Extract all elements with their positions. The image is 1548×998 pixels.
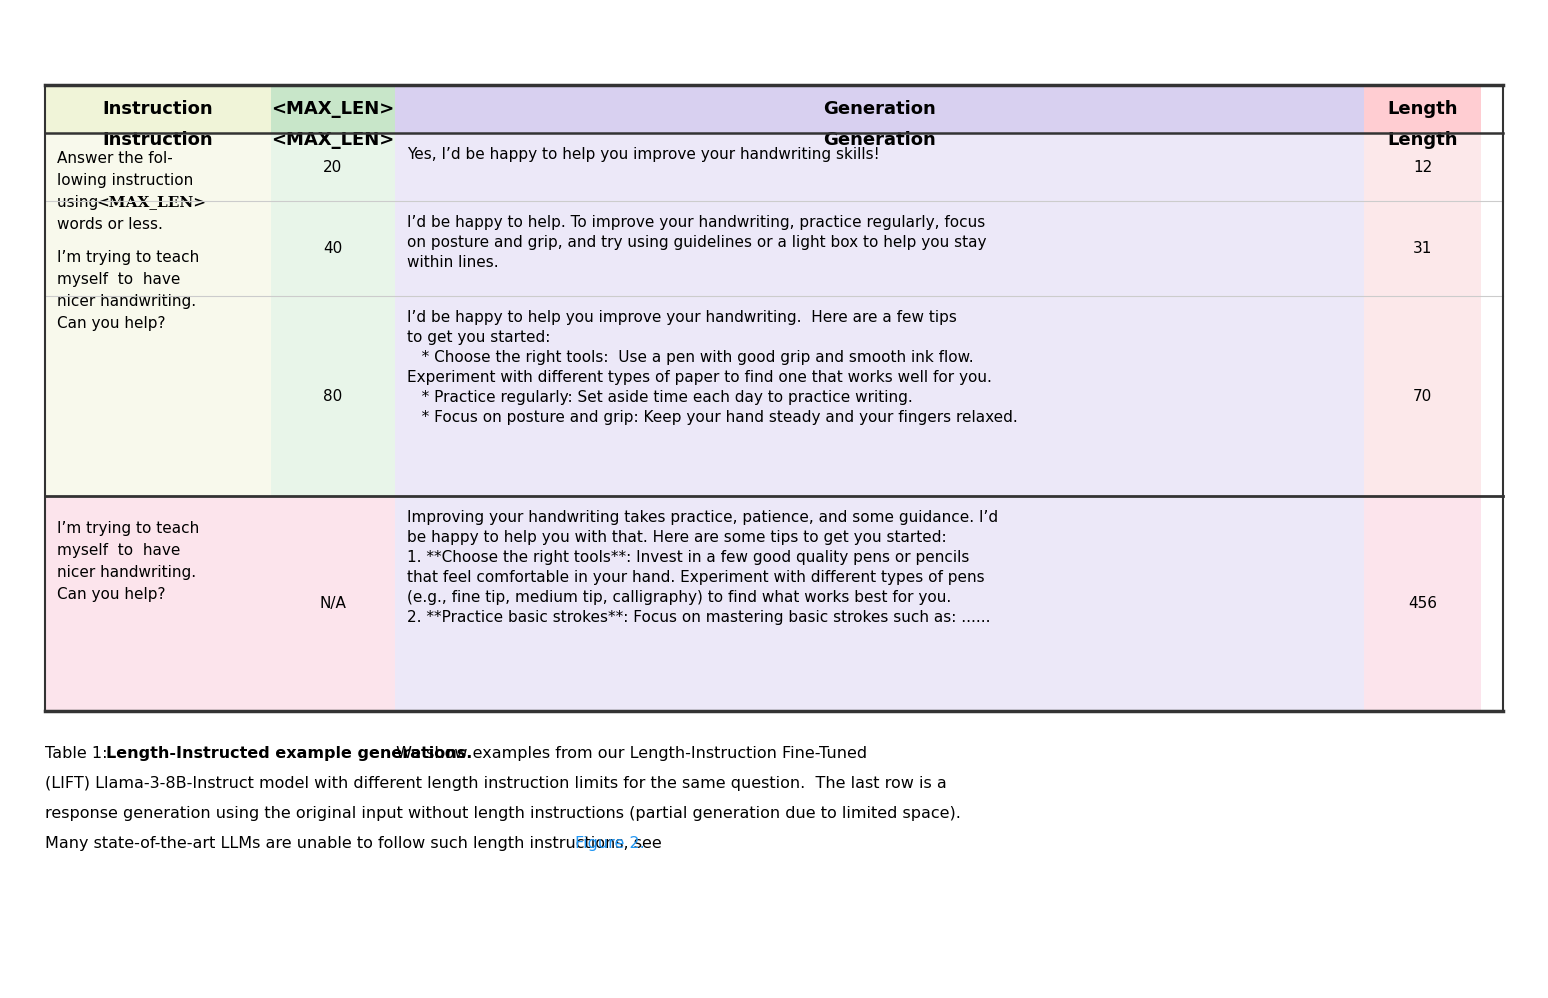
Text: Yes, I’d be happy to help you improve your handwriting skills!: Yes, I’d be happy to help you improve yo… bbox=[407, 147, 879, 162]
Text: on posture and grip, and try using guidelines or a light box to help you stay: on posture and grip, and try using guide… bbox=[407, 235, 986, 250]
Text: Generation: Generation bbox=[824, 131, 937, 149]
Bar bbox=[1364, 496, 1481, 711]
Text: <MAX_LEN>: <MAX_LEN> bbox=[96, 195, 206, 209]
Text: nicer handwriting.: nicer handwriting. bbox=[57, 294, 197, 309]
Text: N/A: N/A bbox=[319, 596, 347, 611]
Text: I’d be happy to help. To improve your handwriting, practice regularly, focus: I’d be happy to help. To improve your ha… bbox=[407, 215, 985, 230]
Text: 31: 31 bbox=[1413, 241, 1432, 256]
Bar bbox=[271, 85, 395, 133]
Text: Length: Length bbox=[1387, 131, 1458, 149]
Text: * Focus on posture and grip: Keep your hand steady and your fingers relaxed.: * Focus on posture and grip: Keep your h… bbox=[407, 410, 1017, 425]
Text: 80: 80 bbox=[324, 388, 342, 403]
Text: be happy to help you with that. Here are some tips to get you started:: be happy to help you with that. Here are… bbox=[407, 530, 946, 545]
Text: within lines.: within lines. bbox=[407, 255, 498, 270]
Text: (e.g., fine tip, medium tip, calligraphy) to find what works best for you.: (e.g., fine tip, medium tip, calligraphy… bbox=[407, 590, 950, 605]
Text: 12: 12 bbox=[1413, 160, 1432, 175]
Bar bbox=[395, 496, 1364, 711]
Text: Instruction: Instruction bbox=[102, 100, 214, 118]
Text: that feel comfortable in your hand. Experiment with different types of pens: that feel comfortable in your hand. Expe… bbox=[407, 570, 985, 585]
Text: Length: Length bbox=[1387, 100, 1458, 118]
Text: Experiment with different types of paper to find one that works well for you.: Experiment with different types of paper… bbox=[407, 370, 992, 385]
Text: to get you started:: to get you started: bbox=[407, 330, 550, 345]
Text: response generation using the original input without length instructions (partia: response generation using the original i… bbox=[45, 806, 961, 821]
Text: 20: 20 bbox=[324, 160, 342, 175]
Text: Generation: Generation bbox=[824, 100, 937, 118]
Text: Length-Instructed example generations.: Length-Instructed example generations. bbox=[107, 746, 472, 761]
Text: We show examples from our Length-Instruction Fine-Tuned: We show examples from our Length-Instruc… bbox=[392, 746, 867, 761]
Text: I’d be happy to help you improve your handwriting.  Here are a few tips: I’d be happy to help you improve your ha… bbox=[407, 310, 957, 325]
Text: Can you help?: Can you help? bbox=[57, 587, 166, 602]
Text: 2. **Practice basic strokes**: Focus on mastering basic strokes such as: ......: 2. **Practice basic strokes**: Focus on … bbox=[407, 610, 991, 625]
Bar bbox=[271, 496, 395, 711]
Text: Can you help?: Can you help? bbox=[57, 316, 166, 331]
Bar bbox=[395, 133, 1364, 496]
Text: using: using bbox=[57, 195, 104, 210]
Bar bbox=[1364, 85, 1481, 133]
Text: Figure 2.: Figure 2. bbox=[576, 836, 646, 851]
Text: I’m trying to teach: I’m trying to teach bbox=[57, 521, 200, 536]
Bar bbox=[271, 133, 395, 496]
Text: Table 1:: Table 1: bbox=[45, 746, 113, 761]
Text: 456: 456 bbox=[1409, 596, 1437, 611]
Text: <MAX_LEN>: <MAX_LEN> bbox=[271, 100, 395, 118]
Text: Instruction: Instruction bbox=[102, 131, 214, 149]
Text: Many state-of-the-art LLMs are unable to follow such length instructions, see: Many state-of-the-art LLMs are unable to… bbox=[45, 836, 667, 851]
Text: myself  to  have: myself to have bbox=[57, 272, 181, 287]
Text: (LIFT) Llama-3-8B-Instruct model with different length instruction limits for th: (LIFT) Llama-3-8B-Instruct model with di… bbox=[45, 776, 947, 791]
Text: myself  to  have: myself to have bbox=[57, 543, 181, 558]
Text: <MAX_LEN>: <MAX_LEN> bbox=[271, 131, 395, 149]
Text: I’m trying to teach: I’m trying to teach bbox=[57, 250, 200, 265]
Bar bbox=[1364, 133, 1481, 496]
Text: lowing instruction: lowing instruction bbox=[57, 173, 194, 188]
Text: 1. **Choose the right tools**: Invest in a few good quality pens or pencils: 1. **Choose the right tools**: Invest in… bbox=[407, 550, 969, 565]
Bar bbox=[45, 85, 271, 133]
Bar bbox=[45, 133, 271, 496]
Text: nicer handwriting.: nicer handwriting. bbox=[57, 565, 197, 580]
Text: * Choose the right tools:  Use a pen with good grip and smooth ink flow.: * Choose the right tools: Use a pen with… bbox=[407, 350, 974, 365]
Text: * Practice regularly: Set aside time each day to practice writing.: * Practice regularly: Set aside time eac… bbox=[407, 390, 913, 405]
Text: 40: 40 bbox=[324, 241, 342, 256]
Text: 70: 70 bbox=[1413, 388, 1432, 403]
Text: Answer the fol-: Answer the fol- bbox=[57, 151, 173, 166]
Text: Improving your handwriting takes practice, patience, and some guidance. I’d: Improving your handwriting takes practic… bbox=[407, 510, 998, 525]
Text: words or less.: words or less. bbox=[57, 217, 163, 232]
Bar bbox=[395, 85, 1364, 133]
Bar bbox=[45, 496, 271, 711]
